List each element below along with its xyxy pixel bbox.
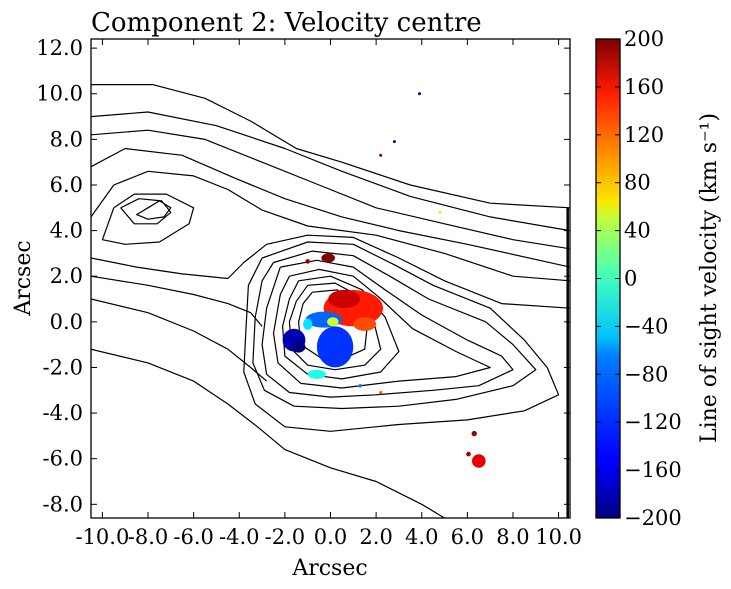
colorbar-tick-label: 40 bbox=[624, 219, 651, 243]
velocity-patch-darkred-top bbox=[321, 253, 336, 263]
colorbar-tick-label: −120 bbox=[624, 410, 682, 434]
contour-line-4 bbox=[91, 170, 570, 282]
contour-line-10 bbox=[91, 298, 267, 382]
velocity-patch-speck-3 bbox=[379, 153, 383, 157]
velocity-patch-speck-top bbox=[418, 92, 421, 96]
colorbar-tick-label: 120 bbox=[624, 123, 664, 147]
velocity-patch-speck-5 bbox=[358, 383, 362, 388]
velocity-patch-red-core bbox=[328, 289, 361, 309]
colorbar-tick-label: 0 bbox=[624, 267, 637, 291]
contour-line-5 bbox=[101, 193, 195, 245]
contour-layer bbox=[91, 84, 570, 518]
y-tick-label: 6.0 bbox=[50, 173, 83, 197]
x-tick-label: -4.0 bbox=[219, 525, 260, 549]
y-tick-label: -6.0 bbox=[43, 447, 84, 471]
y-tick-label: 8.0 bbox=[50, 127, 83, 151]
x-tick-label: 10.0 bbox=[535, 525, 582, 549]
x-axis-title: Arcsec bbox=[291, 556, 367, 581]
x-tick-label: -8.0 bbox=[128, 525, 169, 549]
y-tick-label: -2.0 bbox=[43, 355, 84, 379]
colorbar-tick-label: −80 bbox=[624, 362, 668, 386]
velocity-patch-speck-4 bbox=[438, 210, 442, 214]
contour-line-8 bbox=[91, 234, 570, 309]
plot-frame bbox=[90, 38, 571, 519]
x-tick-label: 4.0 bbox=[405, 525, 438, 549]
velocity-patch-navy-core bbox=[291, 341, 306, 353]
contour-line-7 bbox=[120, 198, 172, 225]
colorbar-label: Line of sight velocity (km s⁻¹) bbox=[697, 113, 722, 443]
contour-line-16 bbox=[282, 275, 400, 380]
contour-line-12 bbox=[243, 241, 560, 432]
velocity-patch-red-bottom-right bbox=[472, 454, 486, 468]
contour-line-0 bbox=[91, 84, 570, 209]
contour-line-11 bbox=[91, 348, 445, 518]
x-tick-label: -6.0 bbox=[173, 525, 214, 549]
y-tick-label: 0.0 bbox=[50, 310, 83, 334]
x-tick-label: 2.0 bbox=[359, 525, 392, 549]
colorbar-tick-label: 200 bbox=[624, 27, 664, 51]
x-tick-label: 8.0 bbox=[496, 525, 529, 549]
contour-line-13 bbox=[252, 250, 537, 410]
velocity-patch-orange-tail bbox=[353, 317, 377, 331]
x-tick-label: -2.0 bbox=[265, 525, 306, 549]
contour-line-3 bbox=[91, 147, 570, 268]
velocity-patch-yellow-mid bbox=[327, 317, 339, 327]
velocity-patch-layer bbox=[282, 92, 486, 468]
y-tick-label: -8.0 bbox=[43, 492, 84, 516]
velocity-patch-speck-6 bbox=[379, 391, 383, 394]
contour-line-9 bbox=[91, 275, 263, 327]
x-tick-label: -10.0 bbox=[75, 525, 129, 549]
contour-line-14 bbox=[261, 259, 514, 398]
velocity-patch-speck-2 bbox=[392, 140, 396, 144]
colorbar-tick-label: 80 bbox=[624, 171, 651, 195]
colorbar-tick-label: −40 bbox=[624, 314, 668, 338]
y-tick-label: 12.0 bbox=[36, 36, 83, 60]
y-axis-ticks: -8.0 -6.0 -4.0 -2.0 0.0 2.0 4.0 6.0 8.0 10.0 12.0 bbox=[36, 36, 570, 516]
y-tick-label: -4.0 bbox=[43, 401, 84, 425]
chart-title: Component 2: Velocity centre bbox=[91, 8, 482, 38]
x-axis-ticks: -10.0-8.0 -6.0 -4.0 -2.0 0.0 2.0 4.0 6.0 8.0 10.0 bbox=[75, 39, 582, 549]
y-axis-title: Arcsec bbox=[11, 240, 36, 316]
colorbar-tick-label: −200 bbox=[624, 506, 682, 530]
contour-line-1 bbox=[91, 111, 570, 232]
x-tick-label: 6.0 bbox=[451, 525, 484, 549]
velocity-patch-cyan-mid bbox=[303, 318, 313, 330]
x-tick-label: 0.0 bbox=[314, 525, 347, 549]
contour-line-15 bbox=[272, 268, 491, 389]
velocity-patch-blue-blob bbox=[316, 326, 354, 368]
colorbar-tick-label: −160 bbox=[624, 458, 682, 482]
contour-line-2 bbox=[91, 129, 570, 250]
colorbar-ticks: 200 160 120 80 40 0 −40 −80 −120 −160 −200 bbox=[596, 27, 682, 530]
velocity-patch-darkred-top2 bbox=[305, 259, 311, 264]
y-tick-label: 2.0 bbox=[50, 264, 83, 288]
y-tick-label: 10.0 bbox=[36, 82, 83, 106]
velocity-patch-darkred-br1 bbox=[471, 430, 477, 437]
velocity-patch-darkred-br2 bbox=[466, 451, 471, 457]
y-tick-label: 4.0 bbox=[50, 219, 83, 243]
velocity-patch-green-lower bbox=[307, 369, 326, 379]
colorbar-tick-label: 160 bbox=[624, 75, 664, 99]
